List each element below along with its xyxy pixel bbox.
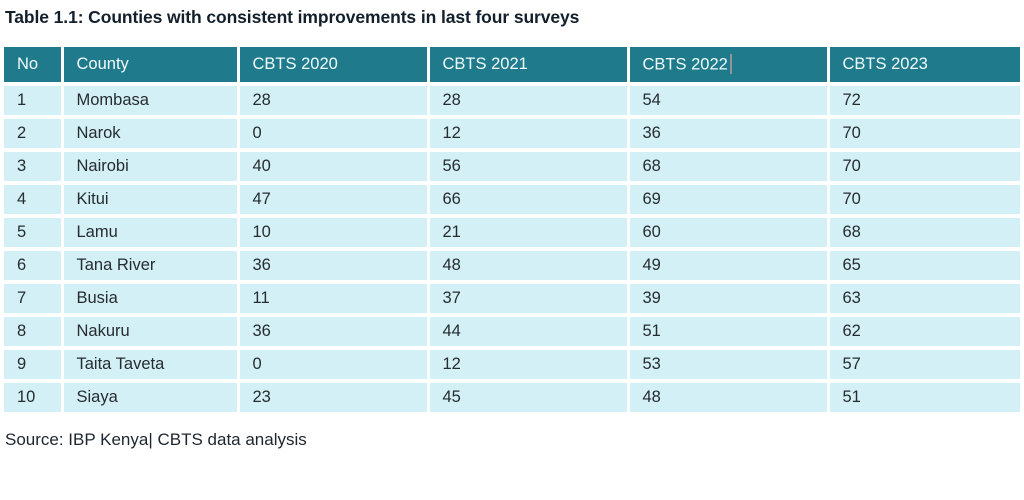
- table-row: 2 Narok 0 12 36 70: [4, 117, 1020, 152]
- table-cell[interactable]: 36: [238, 249, 430, 284]
- column-header-cbts-2021[interactable]: CBTS 2021: [428, 47, 630, 86]
- document-page: Table 1.1: Counties with consistent impr…: [4, 7, 1020, 449]
- table-cell[interactable]: 36: [238, 315, 430, 350]
- table-cell[interactable]: 70: [828, 117, 1020, 152]
- table-cell[interactable]: 0: [238, 117, 430, 152]
- table-cell[interactable]: 3: [4, 150, 64, 185]
- table-cell[interactable]: Siaya: [62, 381, 240, 416]
- table-cell[interactable]: 60: [628, 216, 830, 251]
- table-cell[interactable]: 36: [628, 117, 830, 152]
- table-row: 9 Taita Taveta 0 12 53 57: [4, 348, 1020, 383]
- table-cell[interactable]: 23: [238, 381, 430, 416]
- table-row: 10 Siaya 23 45 48 51: [4, 381, 1020, 416]
- table-cell[interactable]: 70: [828, 150, 1020, 185]
- table-cell[interactable]: 68: [628, 150, 830, 185]
- table-cell[interactable]: 11: [238, 282, 430, 317]
- table-cell[interactable]: Narok: [62, 117, 240, 152]
- table-row: 7 Busia 11 37 39 63: [4, 282, 1020, 317]
- table-cell[interactable]: 0: [238, 348, 430, 383]
- table-cell[interactable]: Nairobi: [62, 150, 240, 185]
- table-cell[interactable]: 51: [828, 381, 1020, 416]
- table-cell[interactable]: 8: [4, 315, 64, 350]
- table-cell[interactable]: 62: [828, 315, 1020, 350]
- table-cell[interactable]: 54: [628, 84, 830, 119]
- header-row: No County CBTS 2020 CBTS 2021 CBTS 2022 CBTS …: [4, 47, 1020, 86]
- table-cell[interactable]: 9: [4, 348, 64, 383]
- table-cell[interactable]: 7: [4, 282, 64, 317]
- table-cell[interactable]: Kitui: [62, 183, 240, 218]
- table-cell[interactable]: 28: [428, 84, 630, 119]
- column-header-cbts-2023[interactable]: CBTS 2023: [828, 47, 1020, 86]
- table-cell[interactable]: Taita Taveta: [62, 348, 240, 383]
- table-cell[interactable]: 63: [828, 282, 1020, 317]
- table-cell[interactable]: 56: [428, 150, 630, 185]
- table-cell[interactable]: 70: [828, 183, 1020, 218]
- table-cell[interactable]: 45: [428, 381, 630, 416]
- table-cell[interactable]: 37: [428, 282, 630, 317]
- table-row: 8 Nakuru 36 44 51 62: [4, 315, 1020, 350]
- column-header-no[interactable]: No: [4, 47, 64, 86]
- table-cell[interactable]: 28: [238, 84, 430, 119]
- column-header-cbts-2022[interactable]: CBTS 2022: [628, 47, 830, 86]
- table-cell[interactable]: 5: [4, 216, 64, 251]
- table-cell[interactable]: 10: [238, 216, 430, 251]
- table-title: Table 1.1: Counties with consistent impr…: [5, 7, 580, 27]
- table-cell[interactable]: 4: [4, 183, 64, 218]
- table-cell[interactable]: Nakuru: [62, 315, 240, 350]
- table-cell[interactable]: Lamu: [62, 216, 240, 251]
- table-cell[interactable]: 47: [238, 183, 430, 218]
- county-table-body: 1 Mombasa 28 28 54 72 2 Narok 0 12 36 70 3 Nairobi 40 5…: [4, 84, 1020, 416]
- source-note: Source: IBP Kenya| CBTS data analysis: [5, 430, 307, 449]
- table-cell[interactable]: 21: [428, 216, 630, 251]
- table-cell[interactable]: 72: [828, 84, 1020, 119]
- table-header-row: No County CBTS 2020 CBTS 2021 CBTS 2022 CBTS …: [4, 47, 1020, 86]
- column-header-county[interactable]: County: [62, 47, 240, 86]
- column-header-cbts-2020[interactable]: CBTS 2020: [238, 47, 430, 86]
- table-row: 4 Kitui 47 66 69 70: [4, 183, 1020, 218]
- table-cell[interactable]: 69: [628, 183, 830, 218]
- table-row: 3 Nairobi 40 56 68 70: [4, 150, 1020, 185]
- table-cell[interactable]: 40: [238, 150, 430, 185]
- table-cell[interactable]: 49: [628, 249, 830, 284]
- table-cell[interactable]: 48: [428, 249, 630, 284]
- table-row: 1 Mombasa 28 28 54 72: [4, 84, 1020, 119]
- table-cell[interactable]: 66: [428, 183, 630, 218]
- table-cell[interactable]: 6: [4, 249, 64, 284]
- text-caret: [729, 53, 732, 74]
- table-cell[interactable]: 53: [628, 348, 830, 383]
- county-improvements-table: No County CBTS 2020 CBTS 2021 CBTS 2022 CBTS …: [4, 47, 1020, 416]
- table-cell[interactable]: 51: [628, 315, 830, 350]
- table-cell[interactable]: Mombasa: [62, 84, 240, 119]
- table-cell[interactable]: 57: [828, 348, 1020, 383]
- table-row: 5 Lamu 10 21 60 68: [4, 216, 1020, 251]
- table-cell[interactable]: Busia: [62, 282, 240, 317]
- table-cell[interactable]: 44: [428, 315, 630, 350]
- table-cell[interactable]: 10: [4, 381, 64, 416]
- table-cell[interactable]: 2: [4, 117, 64, 152]
- table-cell[interactable]: 48: [628, 381, 830, 416]
- table-cell[interactable]: 12: [428, 348, 630, 383]
- table-cell[interactable]: 12: [428, 117, 630, 152]
- table-row: 6 Tana River 36 48 49 65: [4, 249, 1020, 284]
- table-cell[interactable]: 39: [628, 282, 830, 317]
- table-cell[interactable]: 1: [4, 84, 64, 119]
- table-cell[interactable]: 68: [828, 216, 1020, 251]
- table-cell[interactable]: 65: [828, 249, 1020, 284]
- table-cell[interactable]: Tana River: [62, 249, 240, 284]
